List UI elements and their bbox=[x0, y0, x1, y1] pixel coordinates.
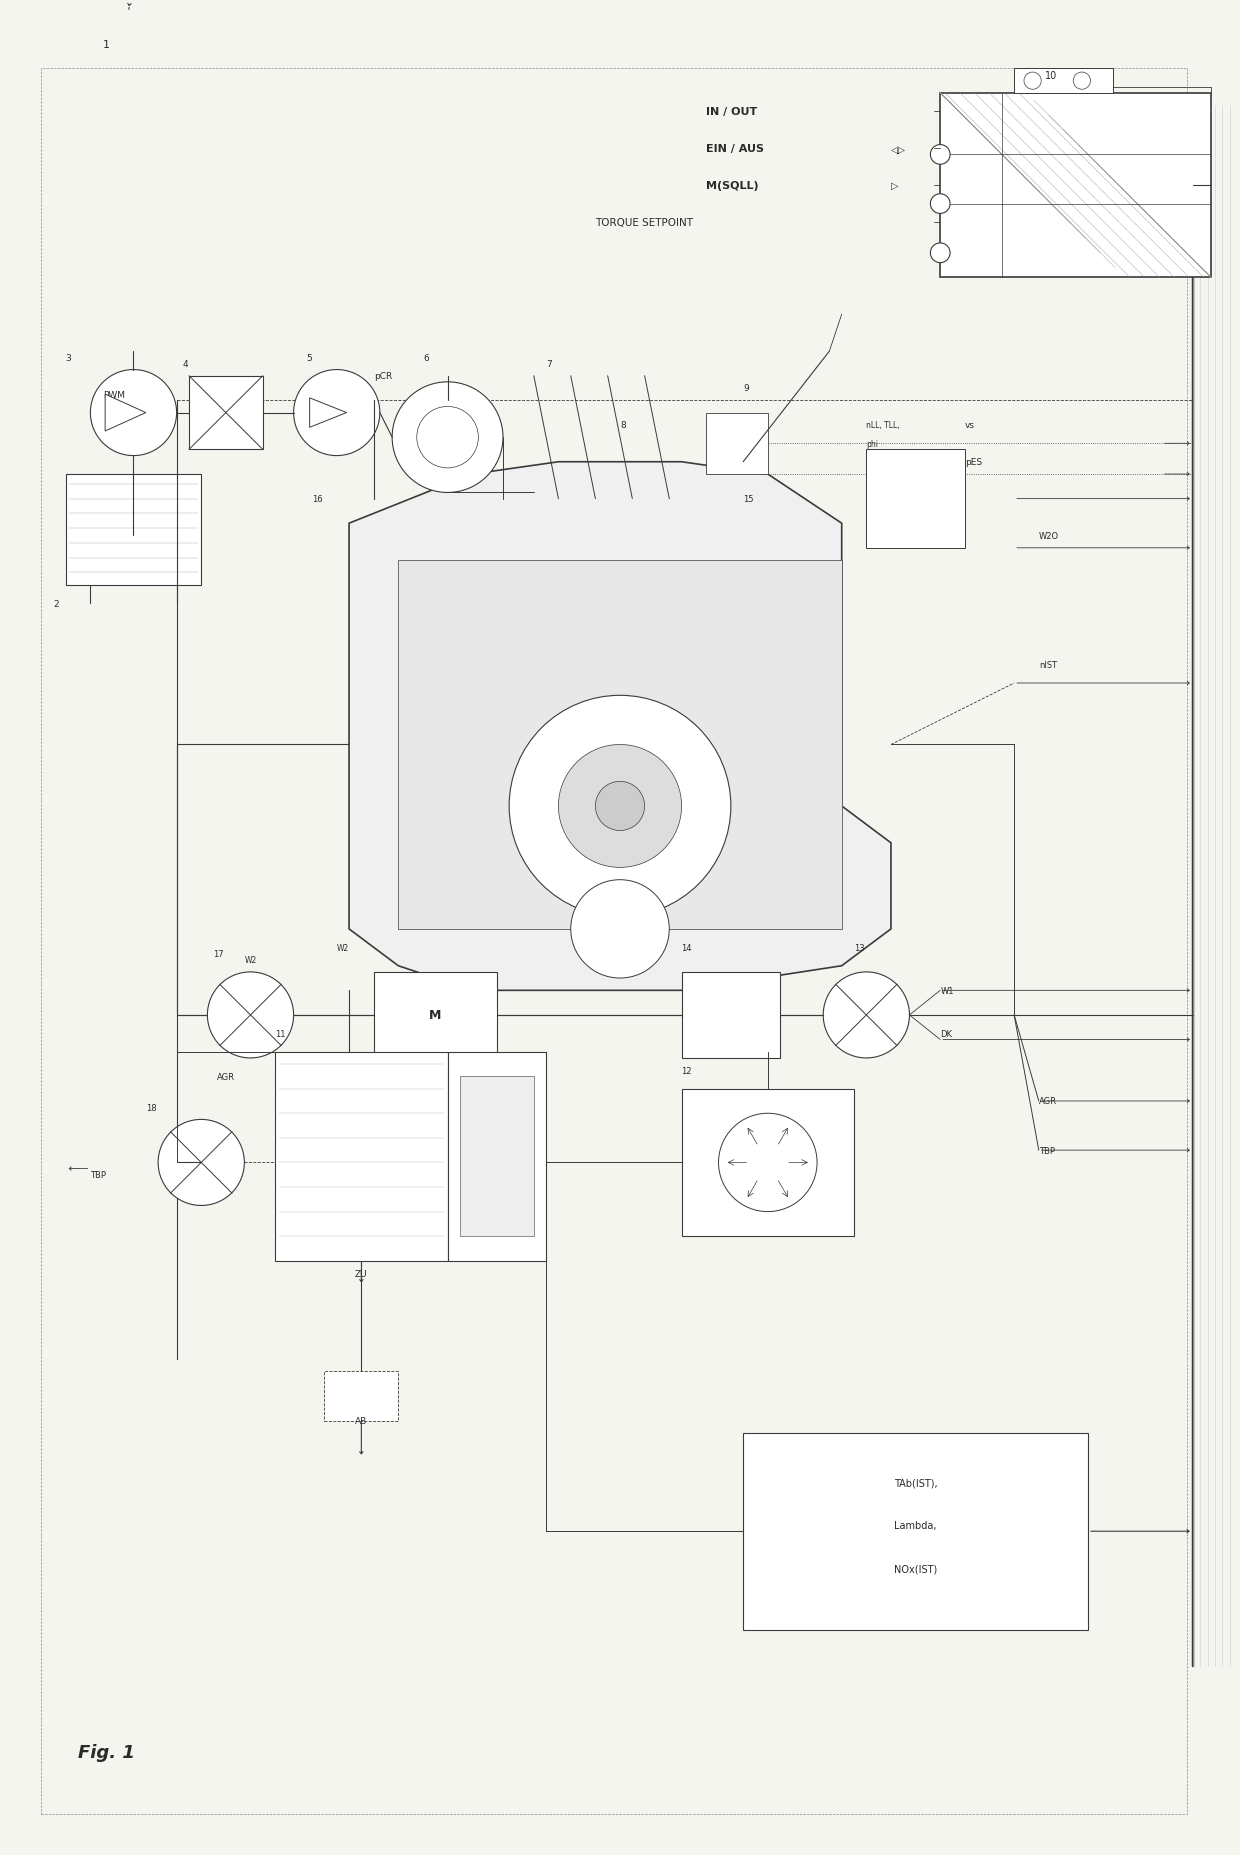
Text: 1: 1 bbox=[103, 39, 109, 50]
Bar bbox=[188, 377, 263, 451]
Text: PWM: PWM bbox=[103, 390, 125, 399]
Circle shape bbox=[930, 145, 950, 165]
Bar bbox=[867, 451, 965, 549]
Text: 2: 2 bbox=[53, 599, 60, 608]
Bar bbox=[66, 475, 201, 586]
Circle shape bbox=[1024, 72, 1042, 91]
Text: 15: 15 bbox=[743, 495, 754, 505]
Circle shape bbox=[207, 972, 294, 1059]
Text: Lambda,: Lambda, bbox=[894, 1521, 937, 1530]
Circle shape bbox=[91, 371, 176, 456]
Text: 5: 5 bbox=[306, 354, 311, 362]
Circle shape bbox=[823, 972, 909, 1059]
Text: 10: 10 bbox=[1045, 70, 1058, 80]
Circle shape bbox=[159, 1120, 244, 1206]
Bar bbox=[1014, 69, 1112, 95]
Text: phi: phi bbox=[867, 440, 878, 449]
Circle shape bbox=[510, 696, 730, 916]
Bar bbox=[682, 1089, 854, 1237]
Text: AGR: AGR bbox=[1039, 1096, 1056, 1106]
Circle shape bbox=[930, 243, 950, 263]
Text: NOx(IST): NOx(IST) bbox=[894, 1564, 937, 1573]
Text: 13: 13 bbox=[854, 944, 864, 952]
Text: 12: 12 bbox=[682, 1067, 692, 1076]
Text: EIN / AUS: EIN / AUS bbox=[707, 145, 764, 154]
Text: TORQUE SETPOINT: TORQUE SETPOINT bbox=[595, 217, 693, 228]
Text: TAb(IST),: TAb(IST), bbox=[894, 1477, 937, 1488]
Bar bbox=[707, 414, 768, 475]
Bar bbox=[325, 1371, 398, 1421]
Bar bbox=[398, 560, 842, 929]
Text: W2O: W2O bbox=[1039, 532, 1059, 540]
Text: W1: W1 bbox=[940, 987, 954, 996]
Bar bbox=[940, 95, 1211, 278]
Text: AB: AB bbox=[355, 1417, 367, 1425]
Text: 11: 11 bbox=[275, 1030, 285, 1039]
Bar bbox=[373, 972, 497, 1059]
Bar bbox=[682, 972, 780, 1059]
Text: W2: W2 bbox=[244, 955, 257, 965]
Bar bbox=[448, 1052, 546, 1261]
Text: M(SQLL): M(SQLL) bbox=[707, 182, 759, 191]
Text: ZU: ZU bbox=[355, 1269, 368, 1278]
Text: Fig. 1: Fig. 1 bbox=[78, 1744, 135, 1762]
Circle shape bbox=[417, 408, 479, 469]
Text: 7: 7 bbox=[546, 360, 552, 369]
Text: 3: 3 bbox=[66, 354, 72, 362]
Circle shape bbox=[294, 371, 379, 456]
Circle shape bbox=[558, 746, 682, 868]
Bar bbox=[275, 1052, 448, 1261]
Text: 17: 17 bbox=[213, 950, 224, 959]
Text: ◁▷: ◁▷ bbox=[892, 145, 906, 154]
Text: pES: pES bbox=[965, 458, 982, 467]
Text: IN / OUT: IN / OUT bbox=[707, 108, 758, 117]
Bar bbox=[743, 1434, 1087, 1631]
Text: nLL, TLL,: nLL, TLL, bbox=[867, 421, 900, 430]
Circle shape bbox=[595, 783, 645, 831]
Text: TBP: TBP bbox=[91, 1171, 107, 1180]
Circle shape bbox=[718, 1113, 817, 1211]
Text: 18: 18 bbox=[146, 1104, 156, 1111]
Text: 9: 9 bbox=[743, 384, 749, 393]
Text: DK: DK bbox=[940, 1030, 952, 1039]
Polygon shape bbox=[310, 399, 346, 429]
Circle shape bbox=[392, 382, 503, 493]
Circle shape bbox=[1074, 72, 1090, 91]
Text: 8: 8 bbox=[620, 421, 626, 430]
Text: W2: W2 bbox=[337, 944, 348, 952]
Circle shape bbox=[930, 195, 950, 215]
Bar bbox=[460, 1076, 533, 1237]
Polygon shape bbox=[348, 462, 892, 991]
Text: 6: 6 bbox=[423, 354, 429, 362]
Text: M: M bbox=[429, 1009, 441, 1022]
Text: nIST: nIST bbox=[1039, 660, 1056, 670]
Text: AGR: AGR bbox=[217, 1072, 234, 1081]
Text: 4: 4 bbox=[182, 360, 188, 369]
Text: ▷: ▷ bbox=[892, 182, 899, 191]
Text: vs: vs bbox=[965, 421, 975, 430]
Polygon shape bbox=[105, 395, 146, 432]
Text: 14: 14 bbox=[682, 944, 692, 952]
Circle shape bbox=[570, 881, 670, 978]
Text: 16: 16 bbox=[312, 495, 322, 505]
Text: TBP: TBP bbox=[1039, 1146, 1055, 1156]
Text: pCR: pCR bbox=[373, 373, 392, 380]
